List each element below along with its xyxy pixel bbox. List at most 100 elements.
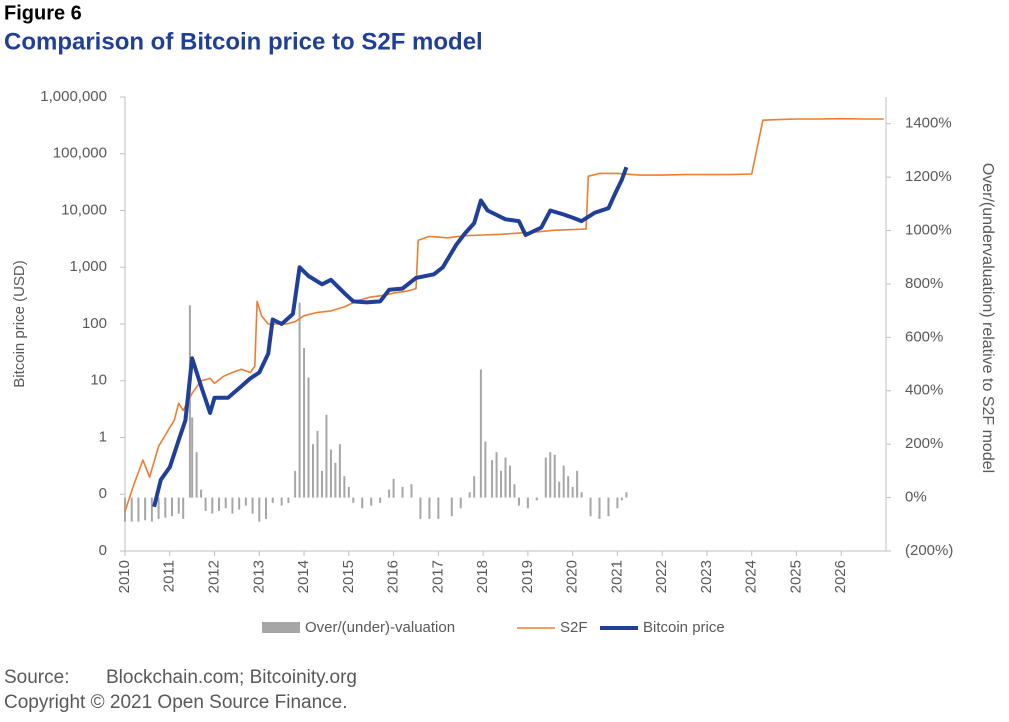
y2-tick-label: 400% xyxy=(905,382,943,399)
y-tick-label: 0 xyxy=(99,485,107,502)
valuation-bar xyxy=(347,486,350,498)
valuation-bar xyxy=(265,497,268,519)
x-tick-label: 2019 xyxy=(519,560,536,593)
valuation-bar xyxy=(500,470,503,498)
valuation-bar xyxy=(130,497,133,522)
valuation-bar xyxy=(316,430,319,498)
legend-label: Over/(under)-valuation xyxy=(305,619,455,636)
valuation-bar xyxy=(401,486,404,498)
valuation-bar xyxy=(171,497,174,517)
valuation-bar xyxy=(625,492,628,498)
valuation-bar xyxy=(298,302,301,498)
series-line xyxy=(124,117,884,512)
valuation-bar xyxy=(177,497,180,514)
valuation-bar xyxy=(195,452,198,498)
x-tick-label: 2025 xyxy=(787,560,804,593)
valuation-bar xyxy=(287,497,290,503)
valuation-bar xyxy=(562,465,565,498)
valuation-bar xyxy=(150,497,153,522)
valuation-bar xyxy=(419,497,422,519)
valuation-bar xyxy=(479,369,482,498)
valuation-bar xyxy=(352,497,355,503)
valuation-bar xyxy=(188,305,191,498)
valuation-bar xyxy=(244,497,247,506)
y2-tick-label: 200% xyxy=(905,435,943,452)
valuation-bar xyxy=(338,444,341,498)
valuation-bar xyxy=(294,470,297,498)
valuation-bar xyxy=(312,444,315,498)
valuation-bar xyxy=(379,497,382,503)
valuation-bar xyxy=(620,497,623,501)
valuation-bar xyxy=(428,497,431,519)
valuation-bar xyxy=(370,497,373,506)
legend-swatch xyxy=(262,622,300,633)
x-tick-label: 2022 xyxy=(653,560,670,593)
y2-tick-label: 1200% xyxy=(905,168,952,185)
y2-tick-label: 0% xyxy=(905,489,927,506)
valuation-bar xyxy=(616,497,619,509)
y-tick-label: 100 xyxy=(82,315,107,332)
figure-label: Figure 6 xyxy=(4,2,82,24)
valuation-bar xyxy=(325,414,328,498)
legend-label: S2F xyxy=(560,619,588,636)
x-tick-label: 2010 xyxy=(116,560,133,593)
valuation-bar xyxy=(580,492,583,498)
y-tick-label: 1,000 xyxy=(69,258,107,275)
valuation-bar xyxy=(549,452,552,498)
source-label: Source: xyxy=(4,667,69,688)
valuation-bar xyxy=(544,457,547,498)
x-tick-label: 2021 xyxy=(608,560,625,593)
legend-label: Bitcoin price xyxy=(643,619,725,636)
valuation-bar xyxy=(526,497,529,509)
valuation-bar xyxy=(164,497,167,518)
valuation-bar xyxy=(589,497,592,517)
y-tick-label: 1,000,000 xyxy=(40,88,107,105)
x-tick-label: 2015 xyxy=(340,560,357,593)
valuation-bar xyxy=(517,497,520,506)
valuation-bar xyxy=(388,489,391,498)
valuation-bar xyxy=(535,497,538,501)
valuation-bar xyxy=(437,497,440,519)
valuation-bar xyxy=(343,476,346,498)
copyright: Copyright © 2021 Open Source Finance. xyxy=(4,692,348,713)
x-tick-label: 2023 xyxy=(698,560,715,593)
valuation-bar xyxy=(504,457,507,498)
valuation-bar xyxy=(495,452,498,498)
y2-tick-label: (200%) xyxy=(905,542,953,559)
y-tick-label: 10,000 xyxy=(61,201,107,218)
x-tick-label: 2026 xyxy=(832,560,849,593)
valuation-bar xyxy=(320,470,323,498)
valuation-bar xyxy=(182,497,185,519)
x-tick-label: 2018 xyxy=(474,560,491,593)
valuation-bar xyxy=(280,497,283,506)
valuation-bar xyxy=(361,497,364,509)
valuation-bar xyxy=(191,417,194,498)
x-tick-label: 2011 xyxy=(161,560,178,592)
valuation-bar xyxy=(410,484,413,498)
x-tick-label: 2016 xyxy=(385,560,402,593)
valuation-bar xyxy=(484,441,487,498)
valuation-bar xyxy=(553,454,556,498)
y-tick-label: 100,000 xyxy=(53,145,107,162)
valuation-bar xyxy=(598,497,601,519)
valuation-bar xyxy=(459,497,462,509)
valuation-bar xyxy=(334,462,337,498)
y2-tick-label: 800% xyxy=(905,275,943,292)
y-tick-label: 0 xyxy=(99,542,107,559)
valuation-bar xyxy=(200,489,203,498)
y2-tick-label: 600% xyxy=(905,328,943,345)
valuation-bar xyxy=(468,492,471,498)
valuation-bar xyxy=(329,449,332,498)
valuation-bar xyxy=(251,497,254,514)
valuation-bar xyxy=(303,348,306,498)
valuation-bar xyxy=(558,481,561,498)
valuation-bar xyxy=(513,484,516,498)
valuation-bar xyxy=(258,497,261,522)
x-tick-label: 2020 xyxy=(564,560,581,593)
x-tick-label: 2013 xyxy=(250,560,267,593)
valuation-bar xyxy=(567,476,570,498)
valuation-bar xyxy=(157,497,160,519)
valuation-bar xyxy=(392,478,395,498)
